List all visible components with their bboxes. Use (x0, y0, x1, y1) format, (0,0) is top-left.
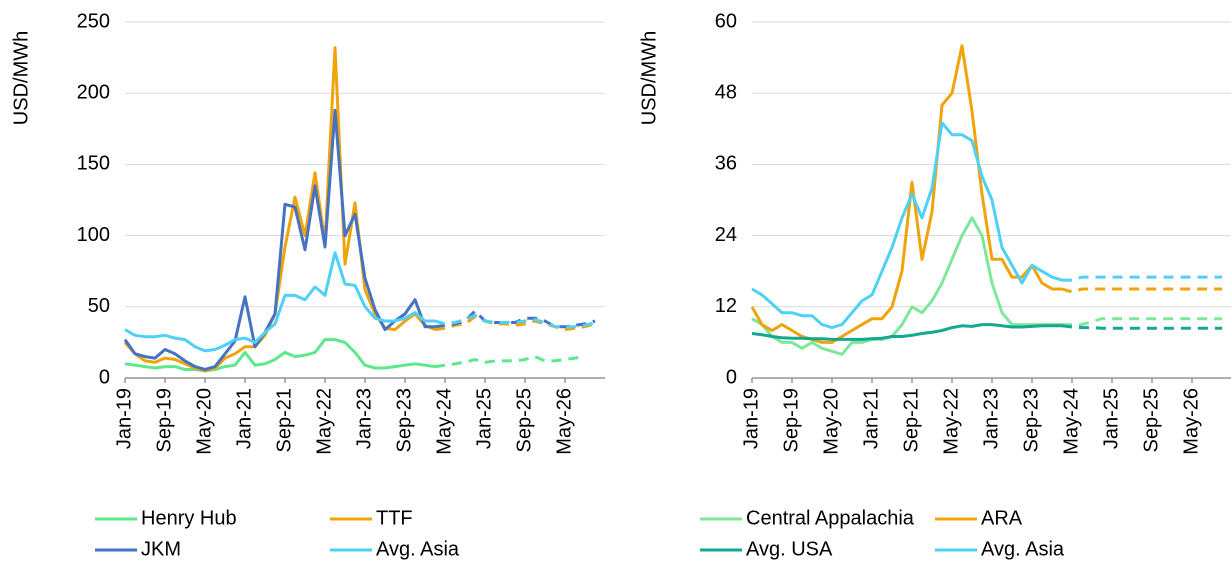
legend-label: Avg. USA (746, 538, 833, 560)
y-tick-label: 50 (88, 295, 110, 317)
x-tick-label: Jan-25 (473, 388, 495, 449)
x-tick-label: Sep-23 (393, 388, 415, 453)
y-tick-label: 150 (77, 153, 110, 175)
y-tick-label: 36 (715, 153, 737, 175)
x-tick-label: May-26 (553, 388, 575, 455)
series-line (750, 44, 1062, 344)
x-tick-label: Sep-19 (153, 388, 175, 453)
x-tick-label: May-22 (313, 388, 335, 455)
x-tick-label: Jan-21 (860, 388, 882, 449)
legend-label: Central Appalachia (746, 507, 915, 529)
x-tick-label: Sep-25 (1140, 388, 1162, 453)
forecast-line (434, 313, 596, 329)
y-tick-label: 200 (77, 81, 110, 103)
x-tick-label: Sep-23 (1020, 388, 1042, 453)
forecast-line (1061, 287, 1222, 294)
y-tick-label: 12 (715, 295, 737, 317)
x-tick-label: Sep-21 (273, 388, 295, 453)
y-tick-label: 250 (77, 10, 110, 32)
y-tick-label: 24 (715, 224, 737, 246)
x-tick-label: Jan-19 (113, 388, 135, 449)
x-tick-label: May-24 (433, 388, 455, 455)
forecast-line (1062, 317, 1222, 327)
series-line (124, 251, 435, 353)
y-tick-label: 0 (726, 366, 737, 388)
series-line (123, 108, 435, 371)
forecast-line (1061, 324, 1222, 330)
series-line (751, 323, 1062, 341)
x-tick-label: Jan-21 (233, 388, 255, 449)
x-tick-label: Sep-25 (513, 388, 535, 453)
x-tick-label: May-22 (940, 388, 962, 455)
x-tick-label: May-24 (1060, 388, 1082, 455)
series-line (751, 121, 1063, 330)
y-axis-label: USD/MWh (638, 31, 660, 125)
forecast-line (434, 355, 586, 369)
y-axis-label: USD/MWh (10, 31, 32, 125)
y-tick-label: 48 (715, 81, 737, 103)
legend-label: Avg. Asia (376, 538, 460, 560)
legend-label: Avg. Asia (981, 538, 1065, 560)
x-tick-label: Jan-19 (740, 388, 762, 449)
x-tick-label: Jan-25 (1100, 388, 1122, 449)
y-tick-label: 0 (99, 366, 110, 388)
y-tick-label: 100 (77, 224, 110, 246)
legend-label: ARA (981, 507, 1023, 529)
x-tick-label: Sep-21 (900, 388, 922, 453)
x-tick-label: Jan-23 (980, 388, 1002, 449)
x-tick-label: May-20 (193, 388, 215, 455)
forecast-line (434, 315, 596, 332)
x-tick-label: Sep-19 (780, 388, 802, 453)
series-line (751, 216, 1062, 356)
forecast-line (1062, 275, 1222, 282)
series-line (124, 338, 436, 373)
legend-label: JKM (141, 538, 181, 560)
x-tick-label: Jan-23 (353, 388, 375, 449)
x-tick-label: May-20 (820, 388, 842, 455)
legend-label: Henry Hub (141, 507, 237, 529)
legend-label: TTF (376, 507, 413, 529)
x-tick-label: May-26 (1180, 388, 1202, 455)
y-tick-label: 60 (715, 10, 737, 32)
